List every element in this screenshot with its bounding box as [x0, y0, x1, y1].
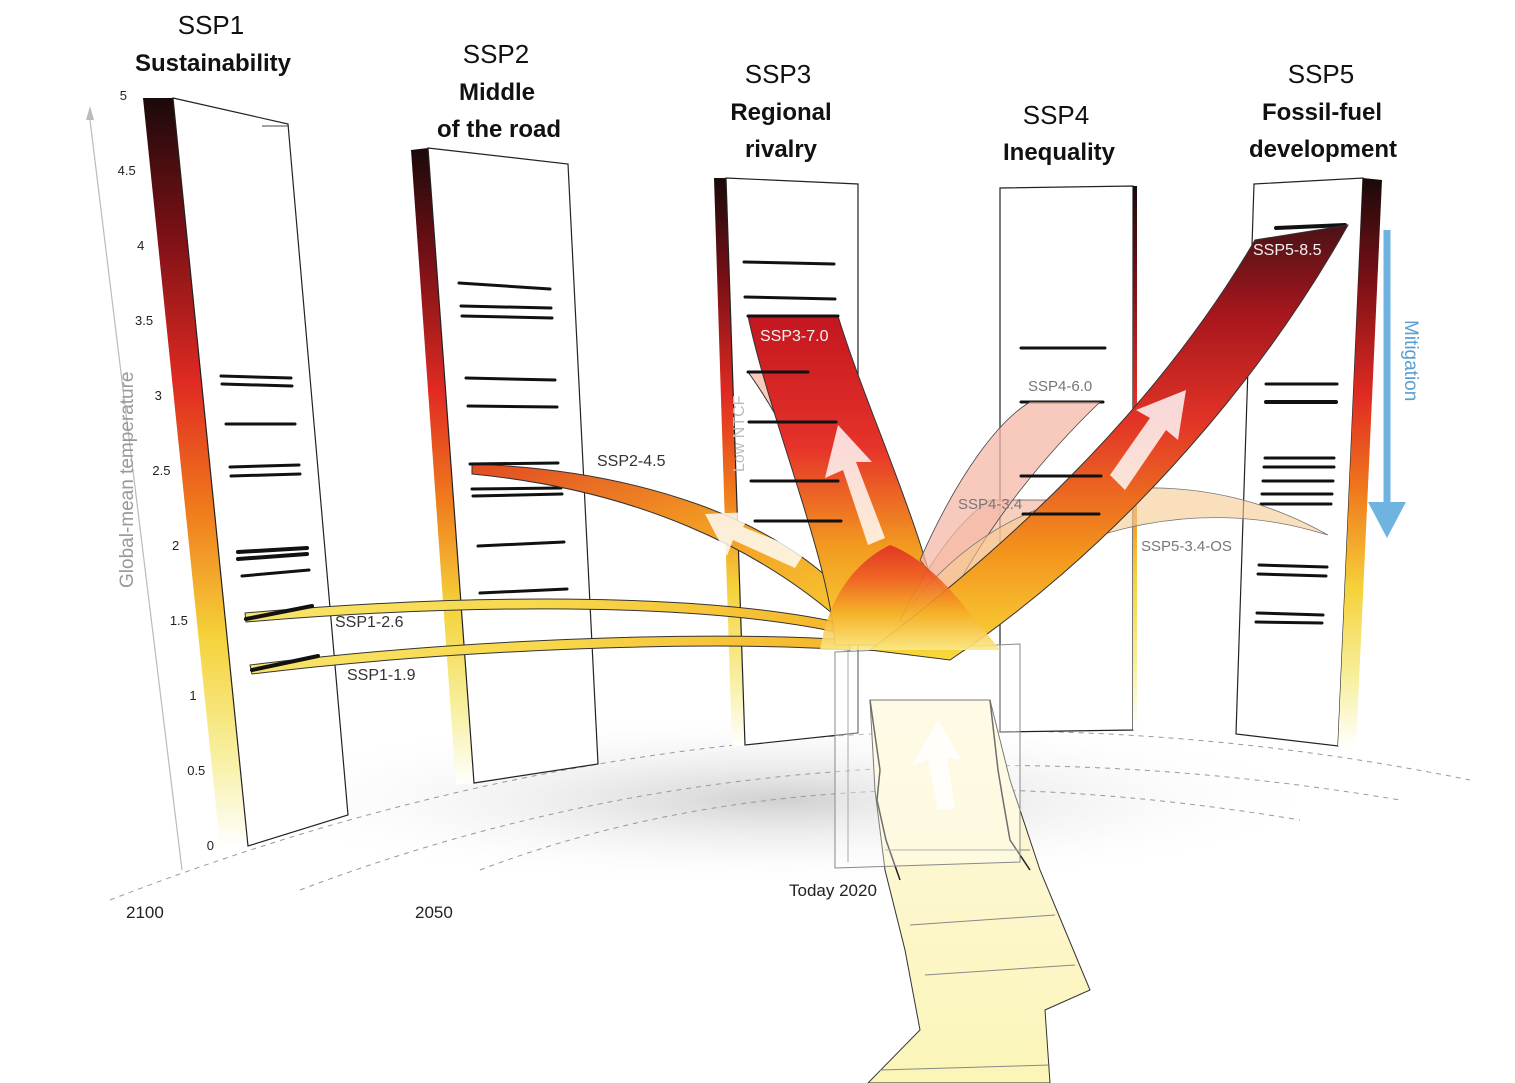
- ssp1-title: Sustainability: [135, 50, 292, 77]
- axis-tick-label: 4: [137, 238, 144, 253]
- arrow-trunk: [912, 720, 962, 810]
- axis-tick-label: 2: [172, 538, 179, 553]
- ssp2-name: SSP2: [463, 39, 530, 69]
- ssp4-title: Inequality: [1003, 139, 1116, 166]
- ssp2-column: [411, 147, 599, 785]
- ssp5-title-line1: Fossil-fuel: [1262, 99, 1382, 126]
- historical-trunk: [867, 699, 1091, 1083]
- label-ssp5-34-os: SSP5-3.4-OS: [1141, 538, 1232, 555]
- label-ssp5-85: SSP5-8.5: [1253, 242, 1322, 259]
- label-ssp2-45: SSP2-4.5: [597, 453, 666, 470]
- arrow-ssp3: [825, 425, 885, 545]
- label-ssp3-70: SSP3-7.0: [760, 328, 829, 345]
- axis-title: Global-mean temperature: [117, 372, 138, 589]
- ssp5-marks: [1254, 223, 1347, 625]
- central-fan: [820, 545, 1000, 650]
- ssp1-marks-over: [244, 604, 320, 672]
- axis-tick-label: 3: [155, 388, 162, 403]
- axis-tick-label: 0.5: [187, 763, 205, 778]
- ssp2-marks: [457, 281, 566, 548]
- ssp1-marks: [219, 374, 311, 578]
- ssp5-title-line2: development: [1249, 136, 1397, 163]
- ssp2-marks-over: [468, 461, 569, 595]
- year-2050-label: 2050: [415, 903, 453, 922]
- today-label: Today 2020: [789, 881, 877, 900]
- ribbon-ssp5-85: [868, 224, 1349, 661]
- axis-tick-label: 1: [189, 688, 196, 703]
- label-ssp1-19: SSP1-1.9: [347, 667, 416, 684]
- direction-arrows: [705, 390, 1186, 810]
- ribbons: [244, 224, 1349, 675]
- label-ssp4-34: SSP4-3.4: [958, 496, 1022, 513]
- ssp1-column: [143, 97, 349, 847]
- axis-tick-label: 5: [120, 88, 127, 103]
- mitigation-label: Mitigation: [1400, 320, 1421, 401]
- ssp2-title-line1: Middle: [459, 79, 535, 106]
- axis-tick-label: 4.5: [118, 163, 136, 178]
- ssp3-marks-over: [746, 314, 843, 523]
- ribbon-ssp1-26: [244, 598, 851, 636]
- ribbon-ssp1-19: [249, 635, 851, 675]
- ssp1-name: SSP1: [178, 10, 245, 40]
- ssp3-title-line2: rivalry: [745, 136, 818, 163]
- ssp3-title-line1: Regional: [730, 99, 831, 126]
- ssp3-name: SSP3: [745, 59, 812, 89]
- axis-tick-label: 0: [207, 838, 214, 853]
- ssp3-marks: [742, 260, 837, 301]
- label-low-ntcf: Low NTCF: [731, 395, 748, 472]
- ssp4-marks-over: [1019, 474, 1103, 516]
- temperature-axis: Global-mean temperature 5 4.5 4 3.5 3 2.5 2 1.5…: [86, 88, 214, 871]
- ground-arcs: [109, 730, 1471, 901]
- label-ssp1-26: SSP1-2.6: [335, 614, 404, 631]
- label-ssp4-60: SSP4-6.0: [1028, 378, 1092, 395]
- axis-tick-label: 2.5: [152, 463, 170, 478]
- axis-tick-label: 3.5: [135, 313, 153, 328]
- axis-ticks: 5 4.5 4 3.5 3 2.5 2 1.5 1 0.5 0: [118, 88, 214, 853]
- arrow-ssp2: [705, 512, 805, 568]
- mitigation-arrow: [1368, 230, 1406, 538]
- ssp2-title-line2: of the road: [437, 116, 561, 143]
- arrow-ssp5: [1110, 390, 1186, 490]
- axis-tick-label: 1.5: [170, 613, 188, 628]
- ssp5-name: SSP5: [1288, 59, 1355, 89]
- year-2100-label: 2100: [126, 903, 164, 922]
- ssp4-name: SSP4: [1023, 100, 1090, 130]
